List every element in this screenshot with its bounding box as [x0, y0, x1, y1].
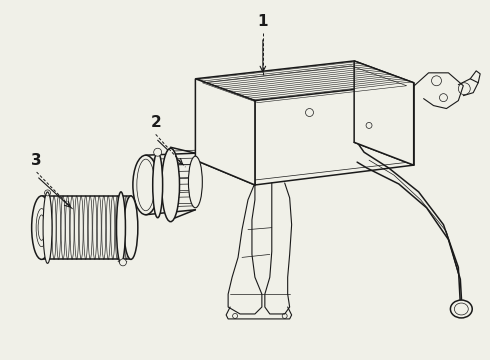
Ellipse shape [124, 196, 138, 260]
Text: 2: 2 [150, 116, 161, 130]
Circle shape [120, 259, 126, 266]
Ellipse shape [117, 192, 125, 264]
Ellipse shape [189, 156, 202, 208]
Ellipse shape [450, 300, 472, 318]
Ellipse shape [133, 155, 159, 215]
Text: 1: 1 [258, 14, 268, 29]
Ellipse shape [162, 148, 179, 222]
Polygon shape [196, 61, 414, 100]
Polygon shape [354, 61, 414, 165]
Text: 3: 3 [31, 153, 42, 168]
Polygon shape [196, 79, 255, 185]
Ellipse shape [32, 196, 51, 260]
Ellipse shape [153, 152, 163, 218]
Ellipse shape [43, 192, 52, 264]
Circle shape [154, 148, 162, 156]
